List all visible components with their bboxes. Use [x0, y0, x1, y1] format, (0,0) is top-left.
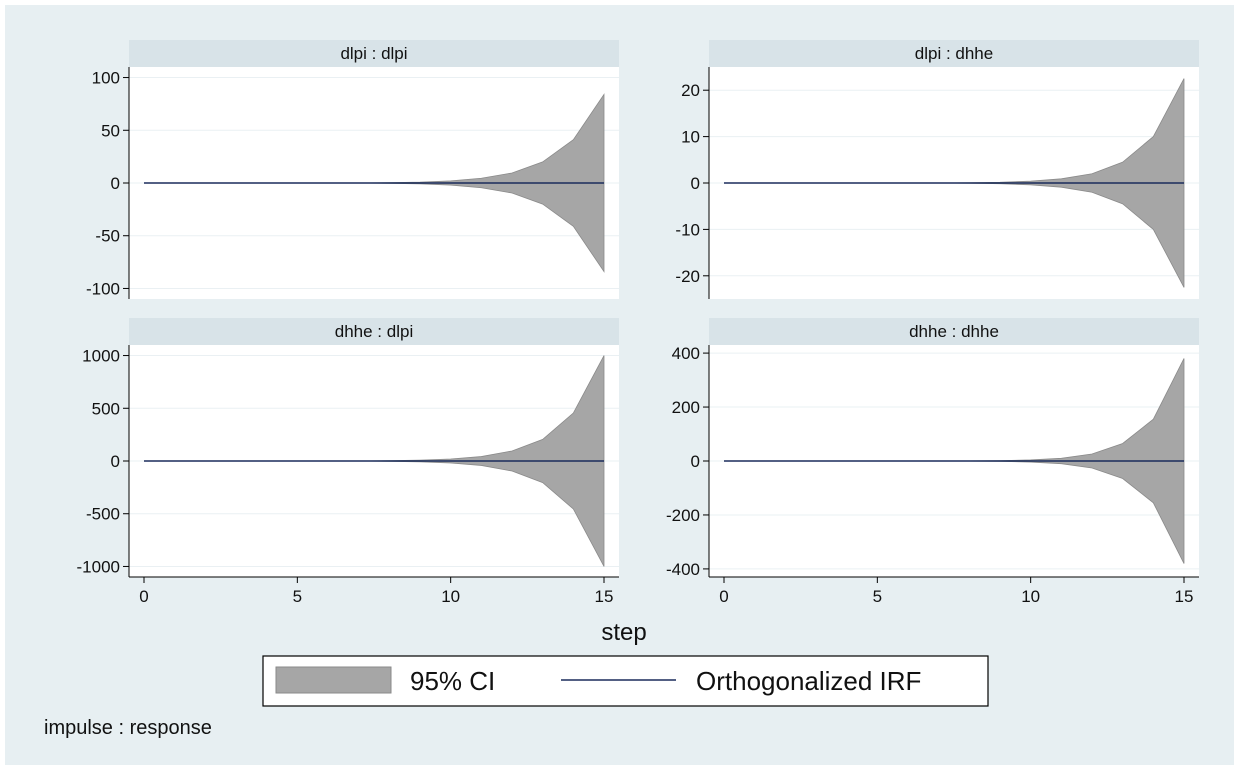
y-tick-label: -100: [86, 279, 120, 298]
x-tick-label: 0: [139, 587, 148, 606]
y-tick-label: 500: [92, 399, 120, 418]
x-tick-label: 15: [1175, 587, 1194, 606]
x-tick-label: 5: [293, 587, 302, 606]
legend-ci-swatch: [275, 666, 392, 694]
y-tick-label: 50: [101, 121, 120, 140]
y-tick-label: 100: [92, 69, 120, 88]
x-tick-label: 5: [873, 587, 882, 606]
x-axis-label: step: [601, 619, 646, 646]
y-tick-label: 400: [672, 344, 700, 363]
y-tick-label: -200: [666, 506, 700, 525]
y-tick-label: -50: [95, 227, 120, 246]
panel-title: dlpi : dlpi: [340, 44, 407, 63]
irf-panel: dhhe : dhhe -400 -200 0 200 400 0 5 10 15: [666, 318, 1199, 606]
y-tick-label: 0: [111, 452, 120, 471]
y-tick-label: 0: [691, 174, 700, 193]
y-tick-label: -20: [675, 267, 700, 286]
x-tick-label: 0: [719, 587, 728, 606]
legend: 95% CI Orthogonalized IRF: [262, 655, 989, 707]
irf-panel: dlpi : dlpi -100 -50 0 50 100: [86, 40, 619, 299]
panel-title-strip: [709, 40, 1199, 67]
y-tick-label: 20: [681, 81, 700, 100]
x-tick-label: 15: [595, 587, 614, 606]
x-tick-label: 10: [441, 587, 460, 606]
panel-title: dhhe : dhhe: [909, 322, 999, 341]
panel-title-strip: [709, 318, 1199, 345]
y-tick-label: 200: [672, 398, 700, 417]
panel-title-strip: [129, 318, 619, 345]
graph-note: impulse : response: [44, 717, 212, 739]
legend-irf-label: Orthogonalized IRF: [696, 666, 921, 696]
y-tick-label: -500: [86, 505, 120, 524]
y-tick-label: 0: [691, 452, 700, 471]
irf-panel: dlpi : dhhe -20 -10 0 10 20: [675, 40, 1199, 299]
legend-ci-label: 95% CI: [410, 666, 495, 696]
y-tick-label: 1000: [82, 347, 120, 366]
panel-title: dlpi : dhhe: [915, 44, 993, 63]
irf-panel: dhhe : dlpi -1000 -500 0 500 1000 0 5 10 15: [77, 318, 619, 606]
panel-title-strip: [129, 40, 619, 67]
y-tick-label: -10: [675, 220, 700, 239]
panel-title: dhhe : dlpi: [335, 322, 413, 341]
y-tick-label: -1000: [77, 557, 120, 576]
y-tick-label: 10: [681, 128, 700, 147]
y-tick-label: 0: [111, 174, 120, 193]
y-tick-label: -400: [666, 560, 700, 579]
x-tick-label: 10: [1021, 587, 1040, 606]
